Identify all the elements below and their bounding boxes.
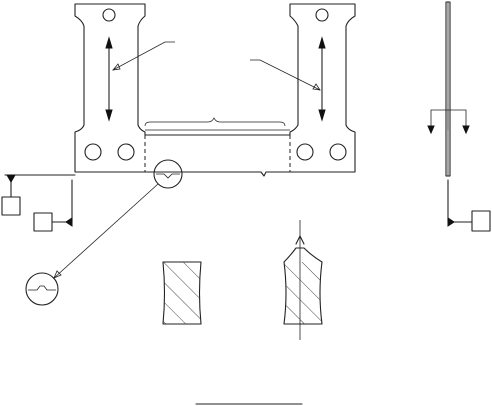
box-right bbox=[471, 210, 491, 232]
section-view-right bbox=[283, 220, 323, 340]
box-left-2 bbox=[33, 212, 53, 232]
double-arrow-left bbox=[105, 36, 113, 122]
top-hole-left bbox=[102, 8, 116, 22]
leader-line-left bbox=[112, 41, 175, 71]
bottom-hole-4 bbox=[329, 143, 347, 161]
reference-line-left bbox=[4, 174, 76, 198]
bottom-hole-2 bbox=[117, 143, 135, 161]
detail-circle-magnified bbox=[25, 272, 59, 306]
base-inner-edge bbox=[144, 117, 290, 131]
side-view-plate bbox=[445, 1, 451, 177]
detail-leader-line bbox=[53, 183, 159, 279]
side-view-arrows bbox=[427, 109, 470, 135]
section-view-left bbox=[162, 261, 202, 325]
box-left-1 bbox=[1, 196, 21, 216]
detail-leader-arrow bbox=[53, 270, 62, 279]
leader-line-right bbox=[250, 59, 321, 91]
detail-circle-source bbox=[153, 159, 183, 189]
bottom-hole-3 bbox=[296, 143, 314, 161]
reference-line-left-2 bbox=[51, 179, 73, 227]
top-hole-right bbox=[315, 8, 329, 22]
bottom-hole-1 bbox=[84, 143, 102, 161]
double-arrow-right bbox=[318, 36, 326, 122]
side-view-reference bbox=[447, 179, 473, 227]
frame-outline bbox=[74, 3, 356, 177]
